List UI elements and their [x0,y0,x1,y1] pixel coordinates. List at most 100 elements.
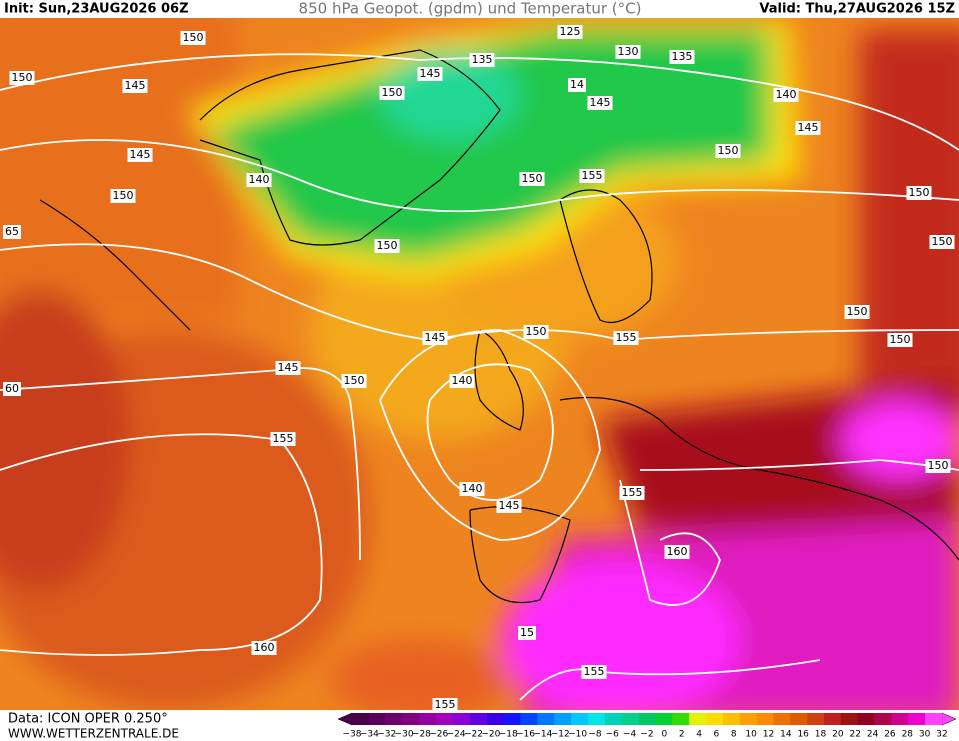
colorbar-label: 32 [936,730,947,740]
contour-label-text: 160 [254,641,275,654]
colorbar-swatch [908,713,926,725]
contour-label: 15 [518,626,536,640]
contour-label: 155 [581,665,607,679]
colorbar-label: −14 [533,730,552,740]
contour-label-text: 14 [570,78,584,91]
contour-label-text: 150 [909,186,930,199]
contour-label-box [715,144,741,158]
contour-label-text: 145 [425,331,446,344]
contour-label-box [180,31,206,45]
contour-label: 155 [613,331,639,345]
contour-label-box [449,374,475,388]
contour-label-text: 155 [435,698,456,711]
colorbar-swatch [588,713,606,725]
contour-label: 145 [127,148,153,162]
contour-label-box [110,189,136,203]
contour-label-text: 155 [622,486,643,499]
contour-label: 14 [568,78,586,92]
contour-label-box [613,331,639,345]
contour-label-text: 140 [776,88,797,101]
contour-label-box [127,148,153,162]
contour-label-box [379,86,405,100]
contour-label: 135 [469,53,495,67]
contour-label-text: 145 [499,499,520,512]
contour-label-text: 130 [618,45,639,58]
contour-label: 150 [180,31,206,45]
contour-label-box [251,641,277,655]
colorbar-label: −8 [588,730,602,740]
contour-label-text: 15 [520,626,534,639]
colorbar-label: 14 [780,730,792,740]
colorbar-label: −26 [429,730,448,740]
contour-label: 140 [449,374,475,388]
contour-label-text: 150 [113,189,134,202]
contour-label-text: 140 [452,374,473,387]
contour-label: 155 [432,698,458,712]
contour-label-text: 65 [5,225,19,238]
contour-label-box [844,305,870,319]
colorbar-swatch [655,713,673,725]
colorbar-label: 20 [832,730,844,740]
colorbar-arrow-right [941,712,957,726]
colorbar-label: 30 [919,730,931,740]
contour-label: 65 [3,225,21,239]
contour-label-box [432,698,458,712]
colorbar-label: −22 [464,730,483,740]
colorbar-swatch [790,713,808,725]
colorbar-swatch [874,713,892,725]
colorbar-arrow-left [337,712,353,726]
contour-label-box [459,482,485,496]
colorbar-label: 2 [679,730,685,740]
colorbar-label: 26 [884,730,896,740]
colorbar-label: −4 [623,730,637,740]
colorbar-swatch [706,713,724,725]
contour-label-box [925,459,951,473]
contour-label-box [496,499,522,513]
map-title: 850 hPa Geopot. (gpdm) und Temperatur (°… [299,0,642,18]
colorbar-label: −18 [499,730,518,740]
colorbar-swatch [689,713,707,725]
valid-time: Valid: Thu,27AUG2026 15Z [759,2,955,17]
colorbar-label: 4 [696,730,702,740]
colorbar-swatch [773,713,791,725]
colorbar-swatch [520,713,538,725]
contour-label-text: 145 [125,79,146,92]
colorbar-swatch [807,713,825,725]
contour-label-text: 150 [932,235,953,248]
colorbar-swatch [824,713,842,725]
colorbar-label: −16 [516,730,535,740]
contour-label-text: 145 [420,67,441,80]
contour-label: 150 [341,374,367,388]
init-time: Init: Sun,23AUG2026 06Z [4,2,189,17]
colorbar-swatch [604,713,623,725]
colorbar-swatch [537,713,555,725]
contour-label: 150 [906,186,932,200]
contour-label-text: 150 [526,325,547,338]
contour-label-text: 150 [12,71,33,84]
contour-label: 150 [110,189,136,203]
colorbar-label: −24 [447,730,466,740]
contour-label-box [9,71,35,85]
colorbar-swatch [503,713,521,725]
contour-label-box [568,78,586,92]
contour-label: 150 [519,172,545,186]
map [0,18,959,710]
contour-label-text: 150 [344,374,365,387]
contour-label-box [518,626,536,640]
colorbar-label: −38 [343,730,362,740]
contour-label: 145 [496,499,522,513]
colorbar-label: −10 [568,730,587,740]
contour-label: 125 [557,25,583,39]
colorbar-swatch [672,713,690,725]
contour-label-box [887,333,913,347]
contour-label: 150 [715,144,741,158]
colorbar-swatch [891,713,909,725]
contour-label-text: 150 [928,459,949,472]
colorbar-swatch [621,713,639,725]
contour-label-box [270,432,296,446]
contour-label: 150 [523,325,549,339]
contour-label: 150 [929,235,955,249]
contour-label-text: 155 [273,432,294,445]
contour-label-box [3,225,21,239]
contour-label-text: 150 [890,333,911,346]
